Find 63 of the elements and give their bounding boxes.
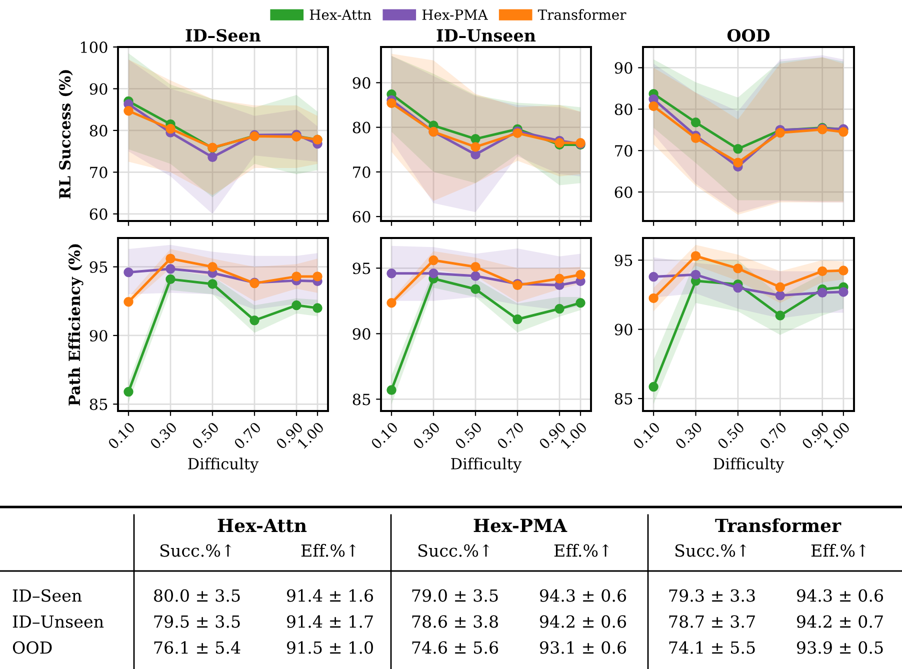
y-tick-label: 90 [90, 83, 108, 95]
text: Eff.%↑ [301, 544, 356, 557]
y-tick-label: 80 [90, 124, 108, 136]
text: Succ.%↑ [675, 544, 746, 557]
y-tick-label: 95 [614, 254, 632, 266]
y-tick-label: 80 [352, 122, 370, 134]
y-tick-label: 95 [90, 261, 108, 273]
text: Succ.%↑ [160, 544, 232, 557]
y-tick-label: 60 [614, 186, 632, 198]
y-tick-label: 60 [352, 211, 370, 223]
text: 93.1 ± 0.6 [540, 641, 626, 654]
y-tick-label: 70 [90, 166, 108, 178]
text: 94.3 ± 0.6 [796, 589, 884, 602]
text: 78.7 ± 3.7 [669, 615, 755, 628]
text: 78.6 ± 3.8 [412, 615, 498, 628]
text: ID–Unseen [12, 615, 104, 628]
y-tick-label: 85 [614, 393, 632, 405]
text: 80.0 ± 3.5 [154, 589, 240, 602]
text: 91.4 ± 1.7 [286, 615, 373, 628]
y-tick-label: 80 [614, 104, 632, 116]
y-tick-label: 85 [90, 398, 108, 410]
y-tick-label: 60 [90, 208, 108, 220]
chart-title: ID–Seen [186, 29, 261, 42]
chart-title: ID–Unseen [436, 29, 536, 42]
text: 94.3 ± 0.6 [540, 589, 626, 602]
text: Eff.%↑ [554, 544, 609, 557]
y-tick-label: 70 [353, 166, 370, 178]
text: ID–Seen [12, 589, 82, 602]
y-tick-label: 95 [352, 262, 370, 274]
text: OOD [12, 641, 52, 654]
y-axis-title: Path Efficiency (%) [68, 244, 84, 406]
text: Transformer [715, 518, 842, 532]
legend-label: Transformer [538, 9, 626, 20]
x-axis-title: Difficulty [188, 458, 259, 473]
y-tick-label: 70 [615, 145, 632, 157]
text: 91.4 ± 1.6 [286, 589, 374, 602]
x-axis-title: Difficulty [451, 458, 522, 473]
text: Hex-Attn [218, 518, 307, 532]
y-tick-label: 85 [352, 394, 370, 406]
text: 93.9 ± 0.5 [796, 641, 883, 654]
x-axis-title: Difficulty [714, 458, 784, 473]
text: Hex-PMA [474, 518, 568, 532]
y-tick-label: 90 [90, 330, 108, 342]
text: 94.2 ± 0.7 [796, 615, 883, 628]
y-tick-label: 90 [614, 62, 632, 74]
text: 79.0 ± 3.5 [412, 589, 498, 602]
y-tick-label: 90 [352, 328, 370, 340]
text: Eff.%↑ [811, 544, 866, 557]
legend-label: Hex-PMA [422, 10, 488, 20]
text: 74.6 ± 5.6 [412, 641, 498, 654]
y-axis-title: RL Success (%) [58, 70, 73, 199]
text: 79.5 ± 3.5 [154, 615, 240, 628]
text: 76.1 ± 5.4 [154, 641, 240, 654]
y-tick-label: 100 [80, 41, 108, 54]
text: Succ.%↑ [418, 544, 490, 557]
text: 74.1 ± 5.5 [669, 641, 755, 654]
legend-label: Hex-Attn [310, 10, 372, 20]
y-tick-label: 90 [614, 324, 632, 336]
text: 79.3 ± 3.3 [669, 589, 755, 602]
y-tick-label: 90 [352, 77, 370, 89]
text: 94.2 ± 0.6 [540, 615, 626, 628]
text: 91.5 ± 1.0 [286, 641, 373, 654]
chart-title: OOD [727, 29, 770, 42]
